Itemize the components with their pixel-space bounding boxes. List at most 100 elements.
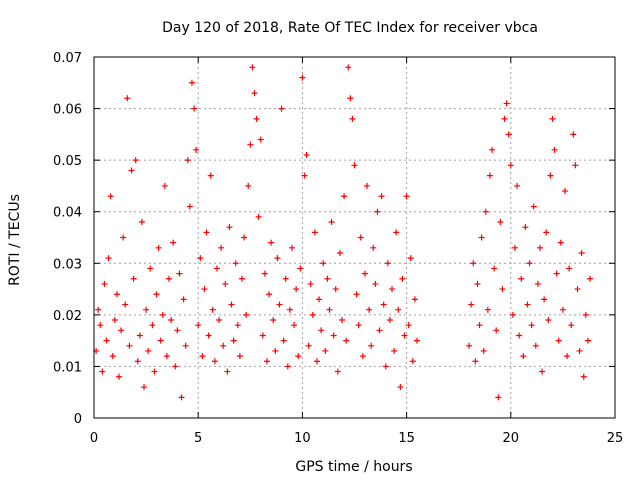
data-point: [353, 291, 360, 298]
data-point: [174, 327, 181, 334]
data-point: [261, 270, 268, 277]
data-point: [549, 115, 556, 122]
data-point: [545, 317, 552, 324]
chart-title: Day 120 of 2018, Rate Of TEC Index for r…: [162, 20, 538, 36]
data-point: [384, 260, 391, 267]
data-point: [95, 306, 102, 313]
data-point: [364, 182, 371, 189]
y-tick-label: 0.03: [53, 257, 82, 272]
data-point: [105, 255, 112, 262]
data-point: [195, 322, 202, 329]
data-point: [166, 275, 173, 282]
data-point: [522, 224, 529, 231]
data-point: [107, 193, 114, 200]
data-point: [491, 265, 498, 272]
data-point: [147, 265, 154, 272]
data-point: [564, 353, 571, 360]
data-point: [474, 280, 481, 287]
data-point: [241, 234, 248, 241]
data-point: [111, 317, 118, 324]
x-tick-label: 15: [398, 431, 415, 446]
data-point: [580, 373, 587, 380]
y-tick-label: 0.06: [53, 103, 82, 118]
x-tick-label: 10: [294, 431, 311, 446]
data-point: [234, 322, 241, 329]
data-point: [551, 146, 558, 153]
y-tick-label: 0: [74, 412, 82, 427]
data-point: [351, 162, 358, 169]
data-point: [186, 203, 193, 210]
data-point: [520, 353, 527, 360]
data-point: [270, 317, 277, 324]
x-axis-label: GPS time / hours: [295, 459, 412, 475]
data-point: [118, 327, 125, 334]
data-point: [143, 306, 150, 313]
data-point: [253, 115, 260, 122]
data-point: [307, 280, 314, 287]
y-axis-label: ROTI / TECUs: [7, 194, 23, 286]
data-point: [199, 353, 206, 360]
data-point: [582, 311, 589, 318]
data-point: [401, 332, 408, 339]
data-point: [238, 275, 245, 282]
data-point: [97, 322, 104, 329]
data-point: [303, 151, 310, 158]
data-point: [514, 182, 521, 189]
data-point: [103, 337, 110, 344]
data-point: [132, 157, 139, 164]
data-point: [393, 229, 400, 236]
data-point: [191, 105, 198, 112]
data-point: [476, 322, 483, 329]
data-point: [124, 95, 131, 102]
data-point: [197, 255, 204, 262]
data-point: [480, 347, 487, 354]
x-tick-label: 20: [503, 431, 520, 446]
data-point: [505, 131, 512, 138]
data-point: [414, 337, 421, 344]
data-point: [493, 327, 500, 334]
data-point: [257, 136, 264, 143]
data-point: [122, 301, 129, 308]
data-point: [278, 105, 285, 112]
data-point: [409, 358, 416, 365]
data-point: [334, 368, 341, 375]
data-point: [172, 363, 179, 370]
data-point: [507, 162, 514, 169]
data-point: [482, 208, 489, 215]
data-point: [286, 306, 293, 313]
data-point: [343, 337, 350, 344]
data-point: [566, 265, 573, 272]
data-point: [568, 322, 575, 329]
data-point: [163, 353, 170, 360]
data-point: [382, 363, 389, 370]
data-point: [276, 301, 283, 308]
data-point: [578, 249, 585, 256]
data-point: [153, 291, 160, 298]
data-point: [149, 322, 156, 329]
data-point: [359, 353, 366, 360]
data-point: [126, 342, 133, 349]
data-point: [134, 358, 141, 365]
data-point: [188, 79, 195, 86]
data-point: [380, 301, 387, 308]
data-point: [503, 100, 510, 107]
data-point: [557, 239, 564, 246]
data-point: [236, 353, 243, 360]
data-point: [576, 347, 583, 354]
data-point: [470, 260, 477, 267]
data-point: [120, 234, 127, 241]
data-point: [336, 249, 343, 256]
data-point: [518, 275, 525, 282]
data-point: [247, 141, 254, 148]
data-point: [357, 234, 364, 241]
data-point: [516, 332, 523, 339]
data-point: [220, 342, 227, 349]
data-point: [407, 255, 414, 262]
y-tick-label: 0.01: [53, 360, 82, 375]
data-point: [211, 358, 218, 365]
data-point: [245, 182, 252, 189]
data-point: [543, 229, 550, 236]
data-point: [553, 270, 560, 277]
data-point: [230, 337, 237, 344]
data-point: [326, 306, 333, 313]
